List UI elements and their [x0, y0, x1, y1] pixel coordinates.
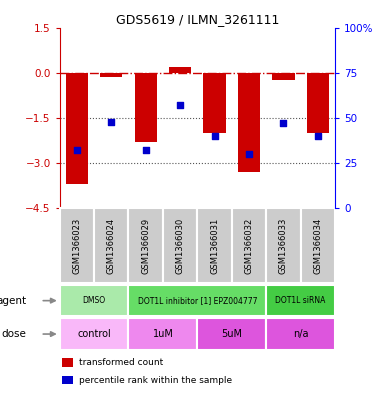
Bar: [301, 208, 335, 283]
Bar: [62, 358, 74, 367]
Point: [108, 118, 114, 125]
Bar: [62, 376, 74, 384]
Text: GSM1366023: GSM1366023: [72, 217, 81, 274]
Point: [74, 147, 80, 154]
Bar: [238, 73, 260, 172]
Bar: [60, 208, 94, 283]
Bar: [60, 285, 129, 316]
Text: DOT1L inhibitor [1] EPZ004777: DOT1L inhibitor [1] EPZ004777: [137, 296, 257, 305]
Bar: [129, 318, 197, 350]
Point: [211, 133, 218, 139]
Text: dose: dose: [2, 329, 27, 339]
Text: control: control: [77, 329, 111, 339]
Text: agent: agent: [0, 296, 27, 306]
Text: DMSO: DMSO: [82, 296, 105, 305]
Title: GDS5619 / ILMN_3261111: GDS5619 / ILMN_3261111: [116, 13, 279, 26]
Bar: [60, 318, 129, 350]
Bar: [129, 285, 266, 316]
Bar: [197, 208, 232, 283]
Bar: [272, 73, 295, 80]
Bar: [266, 318, 335, 350]
Point: [177, 102, 183, 108]
Point: [315, 133, 321, 139]
Bar: [203, 73, 226, 133]
Text: transformed count: transformed count: [79, 358, 163, 367]
Bar: [266, 285, 335, 316]
Point: [246, 151, 252, 157]
Bar: [66, 73, 88, 184]
Bar: [94, 208, 129, 283]
Bar: [134, 73, 157, 142]
Point: [142, 147, 149, 154]
Text: GSM1366024: GSM1366024: [107, 218, 116, 274]
Bar: [100, 73, 122, 77]
Text: 1uM: 1uM: [152, 329, 173, 339]
Text: GSM1366029: GSM1366029: [141, 218, 150, 274]
Text: percentile rank within the sample: percentile rank within the sample: [79, 376, 232, 384]
Text: GSM1366032: GSM1366032: [244, 217, 253, 274]
Bar: [169, 67, 191, 73]
Point: [280, 120, 286, 127]
Text: GSM1366033: GSM1366033: [279, 217, 288, 274]
Text: 5uM: 5uM: [221, 329, 242, 339]
Text: DOT1L siRNA: DOT1L siRNA: [275, 296, 326, 305]
Text: GSM1366034: GSM1366034: [313, 217, 322, 274]
Bar: [232, 208, 266, 283]
Bar: [163, 208, 197, 283]
Bar: [197, 318, 266, 350]
Text: GSM1366030: GSM1366030: [176, 217, 185, 274]
Text: GSM1366031: GSM1366031: [210, 217, 219, 274]
Text: n/a: n/a: [293, 329, 308, 339]
Bar: [306, 73, 329, 133]
Bar: [129, 208, 163, 283]
Bar: [266, 208, 301, 283]
